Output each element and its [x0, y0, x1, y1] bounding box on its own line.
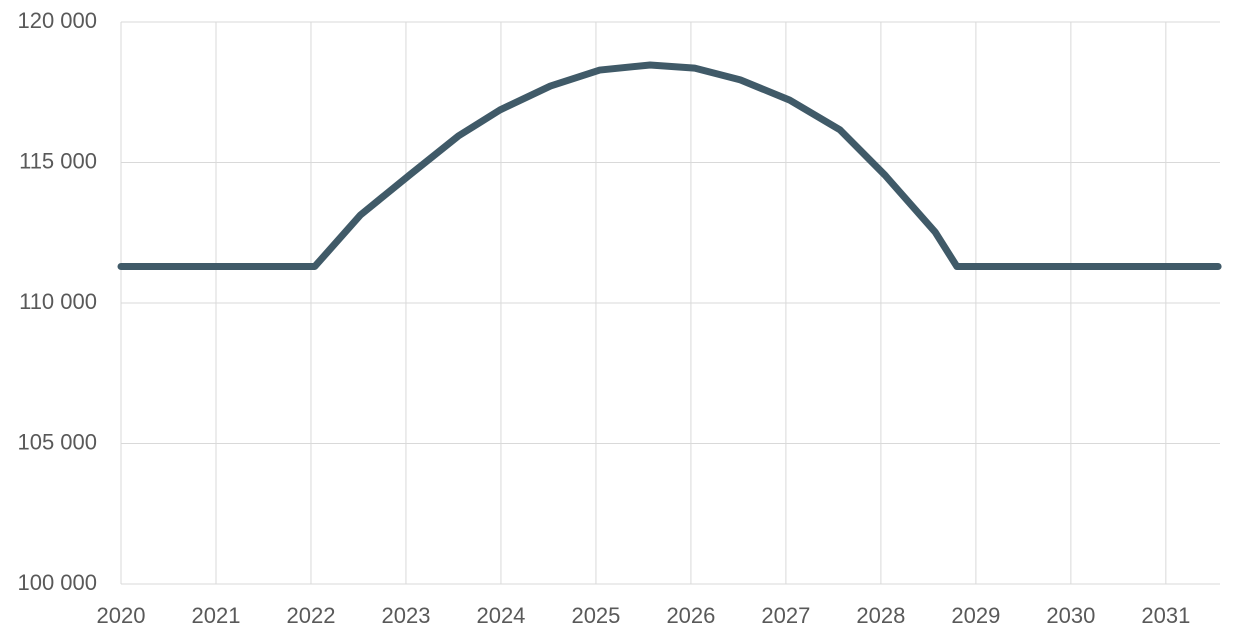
x-tick-label: 2029	[951, 603, 1000, 628]
x-tick-label: 2020	[97, 603, 146, 628]
x-tick-label: 2025	[571, 603, 620, 628]
y-tick-label: 105 000	[17, 429, 97, 454]
y-tick-label: 115 000	[19, 148, 97, 173]
y-tick-label: 100 000	[17, 570, 97, 595]
x-tick-label: 2028	[856, 603, 905, 628]
x-tick-label: 2027	[761, 603, 810, 628]
y-tick-label: 110 000	[19, 289, 97, 314]
x-tick-label: 2021	[192, 603, 241, 628]
x-tick-label: 2030	[1046, 603, 1095, 628]
x-tick-label: 2026	[666, 603, 715, 628]
data-line	[117, 61, 1222, 270]
x-tick-label: 2031	[1141, 603, 1190, 628]
x-tick-label: 2023	[381, 603, 430, 628]
x-tick-label: 2024	[476, 603, 525, 628]
x-tick-label: 2022	[286, 603, 335, 628]
y-tick-label: 120 000	[17, 8, 97, 33]
